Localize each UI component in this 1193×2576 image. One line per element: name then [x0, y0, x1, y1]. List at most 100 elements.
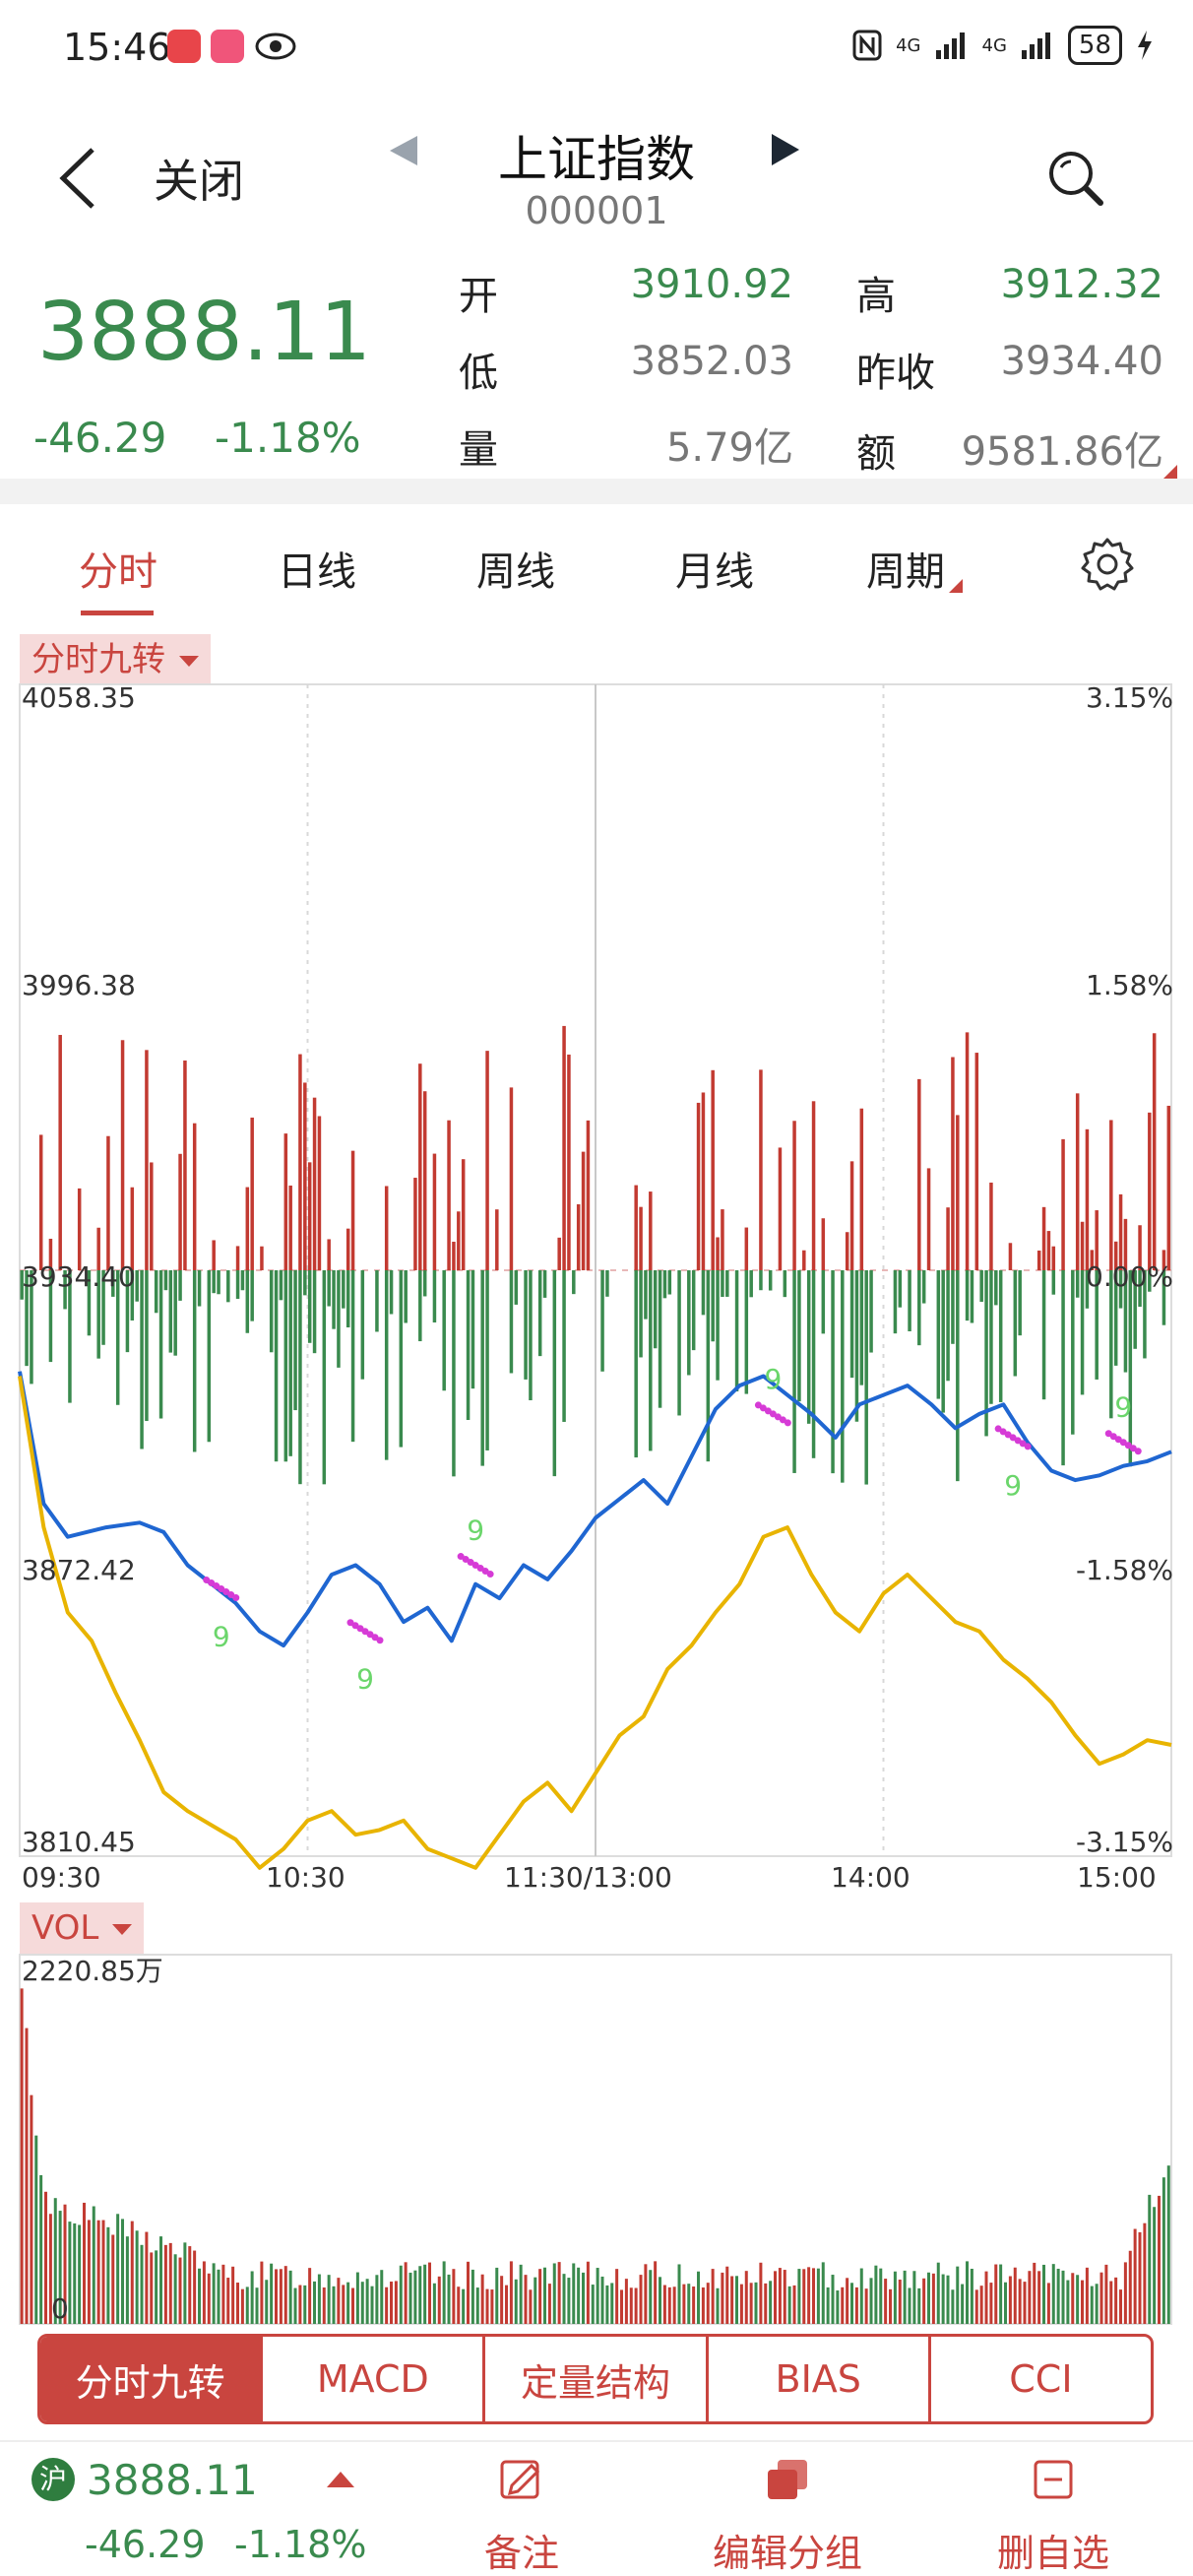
up-arrow-icon[interactable]: [327, 2472, 354, 2487]
next-stock-arrow-icon[interactable]: [768, 132, 801, 167]
tab-daily[interactable]: 日线: [278, 549, 356, 595]
sell-flow-bar: [562, 1270, 566, 1422]
sell-flow-bar: [841, 1270, 845, 1483]
close-button[interactable]: 关闭: [154, 155, 244, 208]
remove-watchlist-button[interactable]: 删自选: [965, 2442, 1142, 2576]
volume-bar: [1153, 2207, 1157, 2324]
buy-flow-bar: [989, 1182, 993, 1270]
buy-flow-bar: [634, 1185, 638, 1270]
vol-selector[interactable]: VOL: [20, 1902, 145, 1954]
indicator-button-macd[interactable]: MACD: [263, 2337, 486, 2421]
volume-bar: [816, 2268, 820, 2324]
buy-flow-bar: [1090, 1250, 1095, 1270]
volume-bar: [1133, 2228, 1137, 2324]
volume-bar: [505, 2285, 509, 2324]
edit-group-button[interactable]: 编辑分组: [689, 2442, 886, 2576]
time-label-1030: 10:30: [266, 1861, 345, 1894]
indicator-button-strip: 分时九转 MACD 定量结构 BIAS CCI: [37, 2334, 1154, 2424]
tab-period[interactable]: 周期: [866, 549, 945, 595]
pct-axis-top: 3.15%: [1086, 681, 1173, 714]
sell-flow-bar: [226, 1270, 230, 1303]
volume-bar: [25, 2028, 29, 2324]
sell-flow-bar: [163, 1270, 168, 1291]
buy-flow-bar: [1113, 1241, 1118, 1270]
sell-flow-bar: [217, 1270, 220, 1295]
prev-stock-arrow-icon[interactable]: [388, 134, 421, 167]
sell-flow-bar: [350, 1270, 355, 1443]
expand-corner-icon[interactable]: [1163, 465, 1177, 479]
volume-bar: [193, 2250, 197, 2324]
sell-flow-bar: [1041, 1270, 1046, 1400]
volume-bar: [452, 2269, 456, 2324]
volume-bar: [774, 2271, 778, 2324]
buy-flow-bar: [1095, 1210, 1099, 1270]
note-button[interactable]: 备注: [433, 2442, 610, 2576]
volume-bar: [121, 2219, 125, 2324]
buy-flow-bar: [711, 1069, 715, 1270]
volume-bar: [529, 2289, 533, 2324]
buy-flow-bar: [192, 1123, 197, 1270]
sell-flow-bar: [235, 1270, 240, 1299]
sell-flow-bar: [1133, 1270, 1137, 1349]
sell-flow-bar: [749, 1270, 753, 1298]
volume-bar: [562, 2274, 566, 2324]
volume-bar: [1095, 2284, 1099, 2324]
volume-bar: [989, 2283, 993, 2324]
settings-gear-icon[interactable]: [1079, 536, 1136, 593]
indicator-button-quant-structure[interactable]: 定量结构: [485, 2337, 709, 2421]
volume-bar: [96, 2220, 100, 2324]
volume-bar: [44, 2191, 48, 2324]
buy-flow-bar: [130, 1187, 135, 1270]
sell-flow-bar: [1109, 1270, 1113, 1419]
nine-turn-dot: [784, 1419, 791, 1427]
volume-bar: [265, 2280, 269, 2324]
volume-bar: [807, 2267, 811, 2324]
tab-monthly[interactable]: 月线: [675, 549, 754, 595]
nine-turn-dot: [486, 1571, 494, 1578]
volume-bar: [615, 2269, 619, 2324]
sell-flow-bar: [797, 1270, 801, 1402]
buy-flow-bar: [447, 1120, 451, 1270]
page-title: 上证指数: [498, 131, 695, 188]
sell-flow-bar: [514, 1270, 519, 1305]
volume-bar: [1033, 2262, 1036, 2324]
search-icon[interactable]: [1045, 148, 1106, 209]
indicator-button-bias[interactable]: BIAS: [709, 2337, 931, 2421]
time-label-midday: 11:30/13:00: [504, 1861, 672, 1894]
sell-flow-bar: [197, 1270, 202, 1307]
sell-flow-bar: [691, 1270, 696, 1351]
sell-flow-bar: [178, 1270, 182, 1301]
bottom-bar: 沪 3888.11 -46.29 -1.18% 备注 编辑分组 删自选: [0, 2440, 1193, 2576]
sell-flow-bar: [917, 1270, 921, 1346]
sell-flow-bar: [442, 1270, 446, 1391]
volume-bar: [217, 2269, 220, 2324]
volume-bar: [610, 2283, 614, 2324]
nine-turn-label: 9: [1114, 1391, 1132, 1424]
dropdown-caret-icon: [179, 656, 199, 667]
sell-flow-bar: [96, 1270, 100, 1359]
volume-bar: [68, 2222, 72, 2324]
volume-bar: [567, 2278, 571, 2324]
sell-flow-bar: [869, 1270, 873, 1353]
volume-bar: [288, 2270, 292, 2324]
tab-weekly[interactable]: 周线: [476, 549, 555, 595]
buy-flow-bar: [495, 1209, 499, 1270]
indicator-selector[interactable]: 分时九转: [20, 634, 211, 685]
indicator-button-nine-turn[interactable]: 分时九转: [40, 2337, 264, 2421]
volume-bar: [116, 2214, 120, 2324]
sell-flow-bar: [639, 1270, 643, 1358]
volume-bar: [667, 2286, 671, 2324]
indicator-button-cci[interactable]: CCI: [1009, 2357, 1073, 2401]
volume-bar: [649, 2270, 653, 2324]
volume-bar: [889, 2288, 893, 2324]
sell-flow-bar: [970, 1270, 974, 1323]
buy-flow-bar: [413, 1178, 417, 1270]
volume-bar: [659, 2277, 662, 2324]
volume-bar: [941, 2274, 945, 2324]
sell-flow-bar: [821, 1270, 826, 1334]
volume-bar: [480, 2274, 484, 2324]
back-arrow-icon[interactable]: [55, 146, 98, 211]
buy-flow-bar: [845, 1232, 849, 1270]
tab-intraday[interactable]: 分时: [79, 549, 157, 595]
